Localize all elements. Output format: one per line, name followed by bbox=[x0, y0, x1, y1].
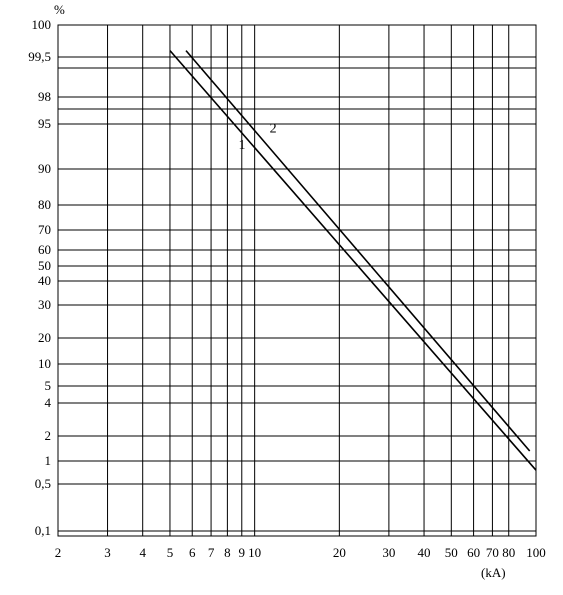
y-tick-label: 70 bbox=[38, 222, 51, 237]
x-tick-label: 9 bbox=[239, 545, 246, 560]
x-tick-label: 8 bbox=[224, 545, 231, 560]
x-tick-label: 10 bbox=[248, 545, 261, 560]
x-tick-label: 2 bbox=[55, 545, 62, 560]
y-grid bbox=[58, 24, 536, 532]
y-tick-label: 40 bbox=[38, 273, 51, 288]
x-tick-label: 70 bbox=[486, 545, 499, 560]
y-tick-label: 60 bbox=[38, 242, 51, 257]
x-tick-label: 6 bbox=[189, 545, 196, 560]
x-tick-label: 7 bbox=[208, 545, 215, 560]
y-tick-label: 80 bbox=[38, 197, 51, 212]
y-tick-label: 0,1 bbox=[35, 523, 51, 538]
x-tick-label: 40 bbox=[418, 545, 431, 560]
y-tick-label: 5 bbox=[45, 378, 52, 393]
x-tick-label: 20 bbox=[333, 545, 346, 560]
x-tick-label: 5 bbox=[167, 545, 174, 560]
y-tick-label: 1 bbox=[45, 453, 52, 468]
y-tick-label: 100 bbox=[32, 17, 52, 32]
series-2-label: 2 bbox=[270, 122, 277, 137]
x-tick-label: 100 bbox=[526, 545, 546, 560]
x-tick-label: 80 bbox=[502, 545, 515, 560]
series-lines bbox=[169, 50, 537, 471]
x-tick-labels: 2 3 4 5 6 7 8 9 10 20 30 40 50 60 70 80 100 bbox=[55, 545, 546, 560]
series-2-line bbox=[185, 50, 531, 452]
x-tick-label: 4 bbox=[139, 545, 146, 560]
y-tick-label: 90 bbox=[38, 161, 51, 176]
y-tick-label: 20 bbox=[38, 330, 51, 345]
x-tick-label: 50 bbox=[445, 545, 458, 560]
x-tick-label: 3 bbox=[104, 545, 111, 560]
y-tick-label: 2 bbox=[45, 428, 52, 443]
series-labels: 12 bbox=[238, 122, 276, 153]
y-tick-label: 95 bbox=[38, 116, 51, 131]
y-tick-label: 0,5 bbox=[35, 476, 51, 491]
series-1-line bbox=[169, 50, 537, 471]
series-1-label: 1 bbox=[238, 138, 245, 153]
x-tick-label: 30 bbox=[382, 545, 395, 560]
y-tick-label: 98 bbox=[38, 89, 51, 104]
plot-frame bbox=[57, 24, 537, 537]
x-axis-label: (kA) bbox=[481, 565, 506, 580]
y-tick-label: 4 bbox=[45, 395, 52, 410]
x-tick-label: 60 bbox=[467, 545, 480, 560]
y-tick-label: 10 bbox=[38, 356, 51, 371]
y-axis-label: % bbox=[54, 2, 65, 17]
y-tick-label: 30 bbox=[38, 297, 51, 312]
y-tick-label: 99,5 bbox=[28, 49, 51, 64]
y-tick-label: 50 bbox=[38, 258, 51, 273]
